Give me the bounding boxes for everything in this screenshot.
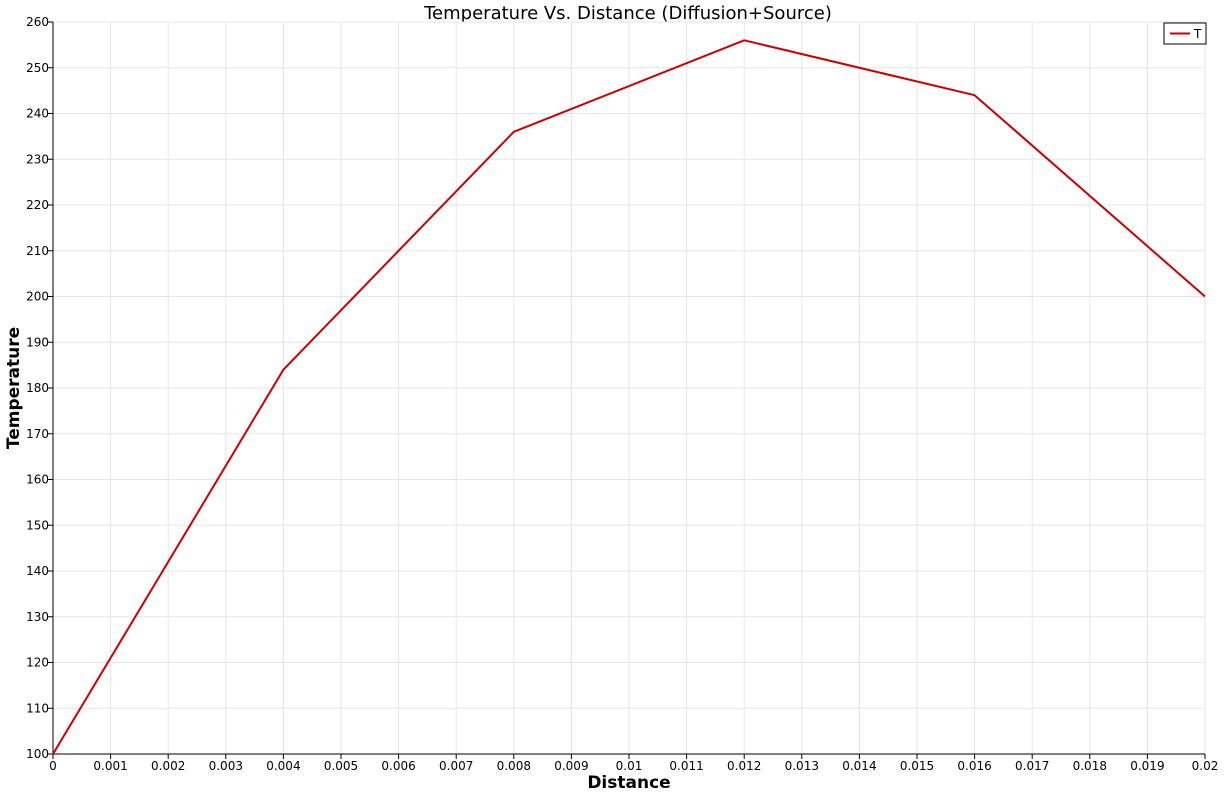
y-axis-ticks: 100 110 120 130 140 150 160 170 180 190 200 210 220 2…	[26, 15, 53, 761]
y-tick-label: 190	[26, 335, 49, 349]
x-axis-title: Distance	[587, 773, 670, 793]
x-tick-label: 0.006	[381, 759, 415, 773]
grid	[53, 21, 1206, 754]
x-tick-label: 0.016	[957, 759, 991, 773]
y-tick-label: 210	[26, 244, 49, 258]
x-tick-label: 0.008	[497, 759, 531, 773]
x-tick-label: 0.004	[266, 759, 300, 773]
x-tick-label: 0.011	[669, 759, 703, 773]
y-tick-label: 240	[26, 107, 49, 121]
y-tick-label: 220	[26, 198, 49, 212]
y-tick-label: 120	[26, 656, 49, 670]
x-tick-label: 0.01	[616, 759, 643, 773]
y-tick-label: 200	[26, 290, 49, 304]
x-tick-label: 0.003	[209, 759, 243, 773]
y-tick-label: 160	[26, 473, 49, 487]
x-tick-label: 0.009	[554, 759, 588, 773]
x-tick-label: 0.001	[93, 759, 127, 773]
y-tick-label: 100	[26, 747, 49, 761]
y-axis-title: Temperature	[4, 327, 24, 449]
chart-title: Temperature Vs. Distance (Diffusion+Sour…	[423, 3, 832, 24]
legend: T	[1163, 22, 1207, 45]
x-tick-label: 0.019	[1130, 759, 1164, 773]
x-tick-label: 0.015	[900, 759, 934, 773]
x-tick-label: 0.017	[1015, 759, 1049, 773]
y-tick-label: 230	[26, 152, 49, 166]
x-tick-label: 0.018	[1073, 759, 1107, 773]
y-tick-label: 140	[26, 564, 49, 578]
legend-label: T	[1193, 27, 1202, 41]
x-tick-label: 0.02	[1192, 759, 1219, 773]
x-tick-label: 0.007	[439, 759, 473, 773]
x-tick-label: 0.014	[842, 759, 876, 773]
x-axis-ticks: 0 0.001 0.002 0.003 0.004 0.005 0.006 0.007 0.00…	[49, 754, 1218, 773]
series-line-T	[52, 39, 1206, 755]
y-tick-label: 170	[26, 427, 49, 441]
series-layer	[52, 39, 1206, 755]
x-tick-label: 0.002	[151, 759, 185, 773]
x-tick-label: 0.005	[324, 759, 358, 773]
y-tick-label: 180	[26, 381, 49, 395]
x-tick-label: 0	[49, 759, 57, 773]
x-tick-label: 0.012	[727, 759, 761, 773]
y-tick-label: 110	[26, 701, 49, 715]
x-tick-label: 0.013	[785, 759, 819, 773]
y-tick-label: 130	[26, 610, 49, 624]
y-tick-label: 260	[26, 15, 49, 29]
y-tick-label: 250	[26, 61, 49, 75]
y-tick-label: 150	[26, 518, 49, 532]
